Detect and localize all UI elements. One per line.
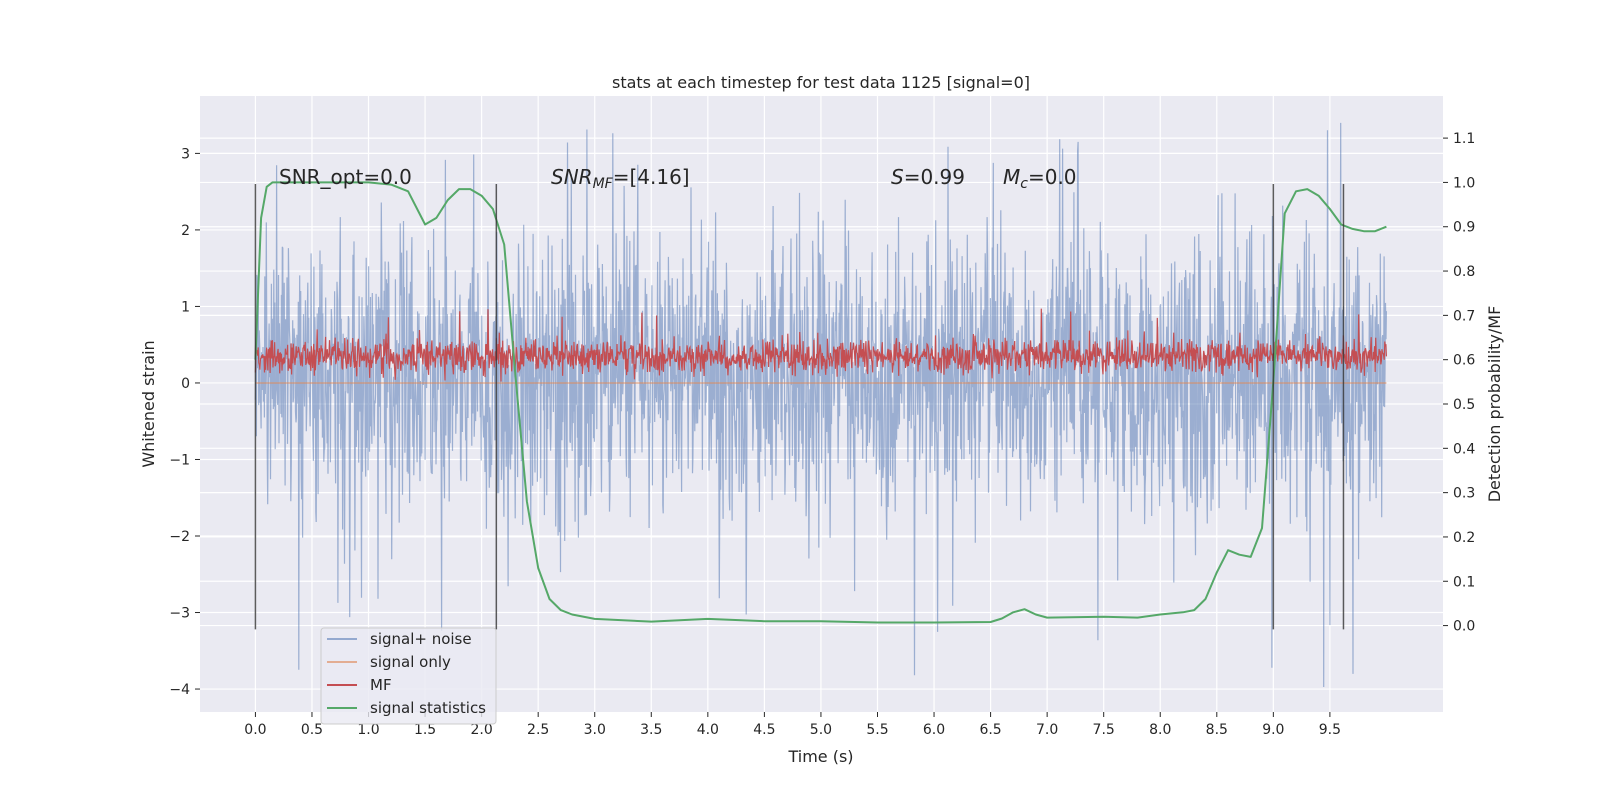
y-axis-ticks: 3 2 1 0 −1 −2 −3 −4 — [169, 146, 200, 698]
x-tick-label: 0.0 — [244, 722, 266, 738]
x-tick-label: 7.0 — [1036, 722, 1058, 738]
x-tick-label: 2.0 — [470, 722, 492, 738]
y2-axis-ticks: 1.1 1.0 0.9 0.8 0.7 0.6 0.5 0.4 0.3 0.2 0.1 0.0 — [1443, 131, 1475, 635]
legend: signal+ noise signal only MF signal stat… — [320, 627, 497, 725]
y2-tick-label: 0.8 — [1453, 264, 1475, 280]
x-axis-ticks: 0.0 0.5 1.0 1.5 2.0 2.5 3.0 3.5 4.0 4.5 5.0 5.5 6.0 6… — [244, 712, 1341, 738]
x-tick-label: 9.5 — [1319, 722, 1341, 738]
y-tick-label: −3 — [169, 606, 190, 622]
series-layer — [254, 122, 1387, 688]
y2-tick-label: 0.0 — [1453, 619, 1475, 635]
legend-box — [320, 627, 497, 725]
mc-subscript: c — [1020, 176, 1028, 192]
s-value: =0.99 — [904, 165, 965, 189]
chart-title: stats at each timestep for test data 112… — [612, 73, 1030, 92]
y2-tick-label: 0.5 — [1453, 397, 1475, 413]
y2-tick-label: 0.2 — [1453, 530, 1475, 546]
x-tick-label: 8.5 — [1206, 722, 1228, 738]
x-tick-label: 6.5 — [979, 722, 1001, 738]
x-tick-label: 5.0 — [810, 722, 832, 738]
y2-axis-label: Detection probability/MF — [1485, 306, 1504, 503]
x-axis-label: Time (s) — [787, 747, 853, 766]
y-tick-label: 0 — [181, 376, 190, 392]
snr-mf-value: =[4.16] — [613, 165, 690, 189]
x-tick-label: 4.5 — [753, 722, 775, 738]
mc-annotation: Mc=0.0 — [1003, 165, 1077, 192]
snr-opt-annotation: SNR_opt=0.0 — [279, 165, 412, 189]
x-tick-label: 0.5 — [301, 722, 323, 738]
y-tick-label: −4 — [169, 682, 190, 698]
x-tick-label: 7.5 — [1093, 722, 1115, 738]
y-tick-label: 2 — [181, 223, 190, 239]
x-tick-label: 6.0 — [923, 722, 945, 738]
legend-label-signal-statistics: signal statistics — [370, 699, 486, 717]
series-signal-statistics — [254, 181, 1387, 624]
x-tick-label: 1.0 — [357, 722, 379, 738]
x-tick-label: 3.0 — [584, 722, 606, 738]
mc-value: =0.0 — [1028, 165, 1077, 189]
x-tick-label: 4.0 — [697, 722, 719, 738]
y-tick-label: −2 — [169, 529, 190, 545]
annotations: SNR_opt=0.0 SNRMF=[4.16] S=0.99 Mc=0.0 — [279, 165, 1077, 192]
snr-mf-symbol: SNR — [551, 165, 593, 189]
y2-tick-label: 0.4 — [1453, 441, 1475, 457]
y2-tick-label: 1.0 — [1453, 175, 1475, 191]
x-tick-label: 1.5 — [414, 722, 436, 738]
y2-tick-label: 0.1 — [1453, 574, 1475, 590]
y-tick-label: −1 — [169, 452, 190, 468]
x-tick-label: 5.5 — [866, 722, 888, 738]
y2-tick-label: 0.9 — [1453, 220, 1475, 236]
x-tick-label: 2.5 — [527, 722, 549, 738]
y-tick-label: 1 — [181, 299, 190, 315]
s-symbol: S — [891, 165, 904, 189]
x-tick-label: 3.5 — [640, 722, 662, 738]
series-signal-noise — [254, 122, 1387, 688]
y2-tick-label: 0.6 — [1453, 353, 1475, 369]
legend-label-signal-noise: signal+ noise — [370, 630, 472, 648]
y-tick-label: 3 — [181, 146, 190, 162]
legend-label-signal-only: signal only — [370, 653, 451, 671]
vertical-markers — [254, 184, 1345, 630]
mc-symbol: M — [1003, 165, 1020, 189]
y2-tick-label: 0.7 — [1453, 308, 1475, 324]
x-tick-label: 8.0 — [1149, 722, 1171, 738]
snr-mf-annotation: SNRMF=[4.16] — [551, 165, 690, 192]
series-mf — [254, 308, 1387, 382]
y2-tick-label: 1.1 — [1453, 131, 1475, 147]
x-tick-label: 9.0 — [1262, 722, 1284, 738]
y-axis-label: Whitened strain — [139, 340, 158, 467]
y2-tick-label: 0.3 — [1453, 486, 1475, 502]
s-annotation: S=0.99 — [891, 165, 965, 189]
snr-mf-subscript: MF — [593, 176, 614, 192]
legend-label-mf: MF — [370, 676, 392, 694]
